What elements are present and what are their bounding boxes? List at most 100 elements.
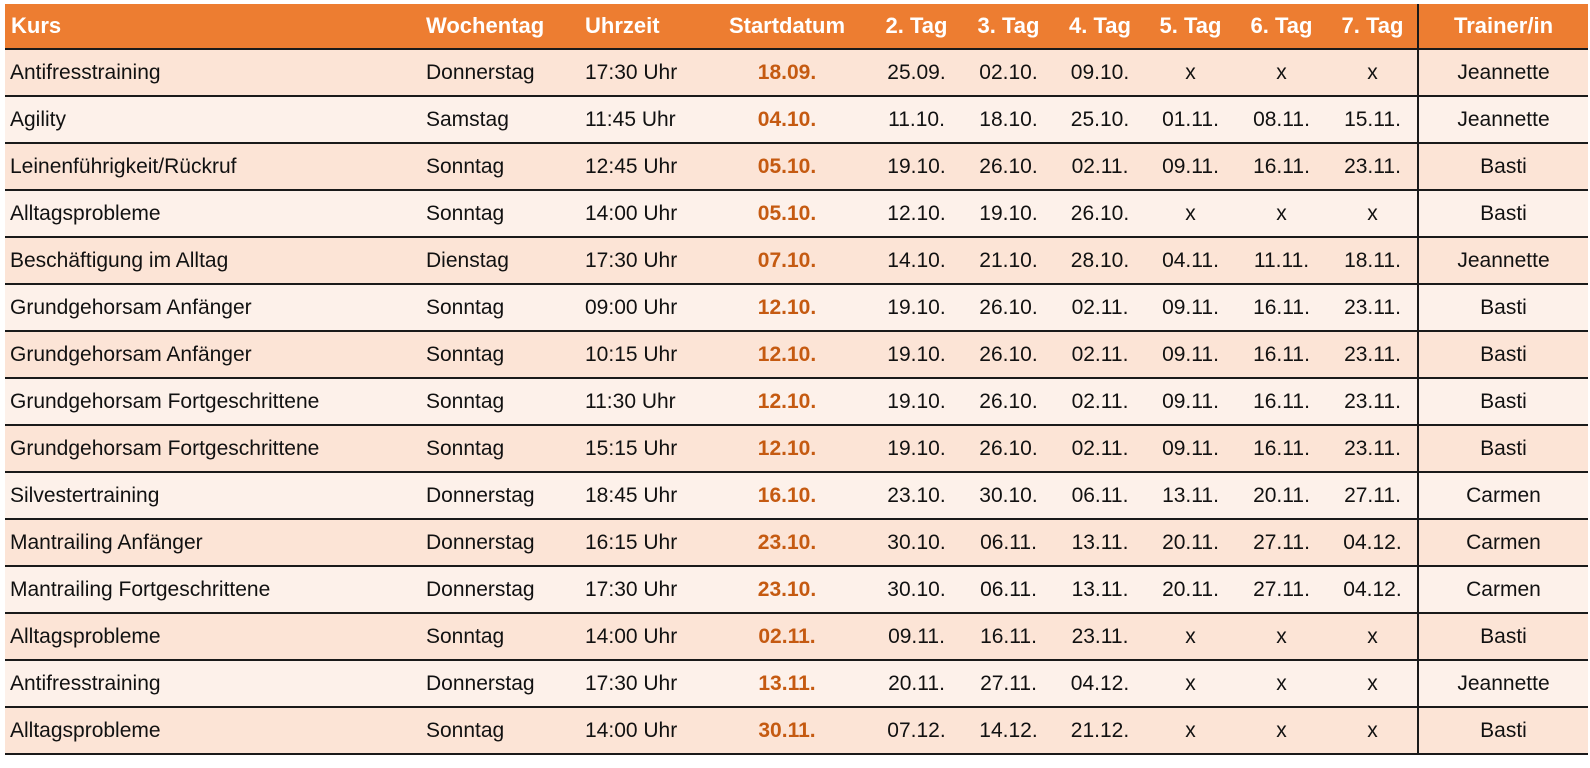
cell-tag7: x (1328, 613, 1418, 661)
cell-startdatum: 02.11. (704, 613, 870, 661)
cell-tag6: x (1235, 49, 1328, 97)
cell-tag5: 09.11. (1146, 284, 1235, 332)
cell-tag7: 23.11. (1328, 284, 1418, 332)
cell-tag6: x (1235, 707, 1328, 755)
table-row: Grundgehorsam Fortgeschrittene Sonntag 11:… (5, 378, 1588, 426)
cell-tag7: 04.12. (1328, 566, 1418, 614)
cell-trainer: Basti (1417, 284, 1588, 332)
cell-kurs: Antifresstraining (5, 660, 422, 708)
cell-tag7: 04.12. (1328, 519, 1418, 567)
cell-tag6: x (1235, 660, 1328, 708)
cell-startdatum: 12.10. (704, 425, 870, 473)
table-row: Grundgehorsam Anfänger Sonntag 09:00 Uhr 12… (5, 284, 1588, 332)
cell-tag6: 11.11. (1235, 237, 1328, 285)
cell-tag2: 07.12. (870, 707, 963, 755)
cell-tag3: 19.10. (963, 190, 1054, 238)
header-wochentag: Wochentag (422, 4, 580, 50)
cell-tag3: 26.10. (963, 284, 1054, 332)
cell-tag2: 19.10. (870, 143, 963, 191)
cell-tag7: 18.11. (1328, 237, 1418, 285)
cell-trainer: Basti (1417, 425, 1588, 473)
cell-tag4: 06.11. (1054, 472, 1146, 520)
cell-kurs: Grundgehorsam Anfänger (5, 331, 422, 379)
cell-tag2: 19.10. (870, 284, 963, 332)
cell-wochentag: Donnerstag (422, 566, 580, 614)
cell-wochentag: Sonntag (422, 143, 580, 191)
cell-tag3: 26.10. (963, 143, 1054, 191)
cell-startdatum: 18.09. (704, 49, 870, 97)
cell-tag7: 23.11. (1328, 331, 1418, 379)
cell-tag5: 20.11. (1146, 519, 1235, 567)
cell-kurs: Alltagsprobleme (5, 707, 422, 755)
cell-tag5: 01.11. (1146, 96, 1235, 144)
cell-tag6: x (1235, 613, 1328, 661)
cell-tag3: 06.11. (963, 566, 1054, 614)
cell-tag5: x (1146, 707, 1235, 755)
cell-tag5: x (1146, 613, 1235, 661)
cell-startdatum: 12.10. (704, 284, 870, 332)
cell-startdatum: 30.11. (704, 707, 870, 755)
cell-uhrzeit: 17:30 Uhr (580, 237, 704, 285)
cell-wochentag: Sonntag (422, 284, 580, 332)
cell-tag3: 26.10. (963, 425, 1054, 473)
cell-tag2: 25.09. (870, 49, 963, 97)
table-row: Alltagsprobleme Sonntag 14:00 Uhr 05.10. 12.… (5, 190, 1588, 238)
table-row: Antifresstraining Donnerstag 17:30 Uhr 18.0… (5, 49, 1588, 97)
cell-uhrzeit: 16:15 Uhr (580, 519, 704, 567)
cell-tag4: 26.10. (1054, 190, 1146, 238)
table-header: Kurs Wochentag Uhrzeit Startdatum 2. Tag… (5, 4, 1588, 50)
cell-trainer: Basti (1417, 331, 1588, 379)
course-schedule-table: Kurs Wochentag Uhrzeit Startdatum 2. Tag… (5, 4, 1588, 755)
cell-startdatum: 05.10. (704, 143, 870, 191)
cell-tag4: 28.10. (1054, 237, 1146, 285)
cell-kurs: Leinenführigkeit/Rückruf (5, 143, 422, 191)
cell-startdatum: 04.10. (704, 96, 870, 144)
cell-tag6: 08.11. (1235, 96, 1328, 144)
cell-tag6: 20.11. (1235, 472, 1328, 520)
cell-tag2: 19.10. (870, 378, 963, 426)
cell-startdatum: 16.10. (704, 472, 870, 520)
cell-wochentag: Sonntag (422, 613, 580, 661)
cell-trainer: Carmen (1417, 519, 1588, 567)
cell-tag5: 09.11. (1146, 378, 1235, 426)
table-row: Alltagsprobleme Sonntag 14:00 Uhr 02.11. 09.… (5, 613, 1588, 661)
cell-trainer: Carmen (1417, 566, 1588, 614)
cell-tag2: 30.10. (870, 519, 963, 567)
cell-tag4: 13.11. (1054, 519, 1146, 567)
cell-wochentag: Donnerstag (422, 519, 580, 567)
cell-uhrzeit: 15:15 Uhr (580, 425, 704, 473)
cell-tag3: 14.12. (963, 707, 1054, 755)
cell-startdatum: 23.10. (704, 519, 870, 567)
cell-kurs: Mantrailing Anfänger (5, 519, 422, 567)
cell-tag5: x (1146, 190, 1235, 238)
cell-tag3: 02.10. (963, 49, 1054, 97)
table-row: Beschäftigung im Alltag Dienstag 17:30 Uhr… (5, 237, 1588, 285)
cell-uhrzeit: 17:30 Uhr (580, 660, 704, 708)
cell-tag4: 09.10. (1054, 49, 1146, 97)
cell-uhrzeit: 17:30 Uhr (580, 566, 704, 614)
cell-kurs: Grundgehorsam Anfänger (5, 284, 422, 332)
cell-tag5: 13.11. (1146, 472, 1235, 520)
cell-trainer: Jeannette (1417, 49, 1588, 97)
cell-tag3: 30.10. (963, 472, 1054, 520)
cell-wochentag: Sonntag (422, 331, 580, 379)
cell-wochentag: Donnerstag (422, 660, 580, 708)
cell-trainer: Basti (1417, 378, 1588, 426)
cell-kurs: Agility (5, 96, 422, 144)
cell-tag6: 27.11. (1235, 566, 1328, 614)
cell-tag7: 23.11. (1328, 143, 1418, 191)
cell-tag6: 16.11. (1235, 331, 1328, 379)
cell-kurs: Alltagsprobleme (5, 613, 422, 661)
cell-wochentag: Samstag (422, 96, 580, 144)
cell-trainer: Jeannette (1417, 237, 1588, 285)
header-tag7: 7. Tag (1328, 4, 1418, 50)
cell-wochentag: Sonntag (422, 378, 580, 426)
cell-tag7: 27.11. (1328, 472, 1418, 520)
cell-tag3: 18.10. (963, 96, 1054, 144)
cell-tag4: 25.10. (1054, 96, 1146, 144)
header-tag3: 3. Tag (963, 4, 1054, 50)
cell-kurs: Alltagsprobleme (5, 190, 422, 238)
cell-tag2: 14.10. (870, 237, 963, 285)
cell-wochentag: Dienstag (422, 237, 580, 285)
header-trainer: Trainer/in (1417, 4, 1588, 50)
